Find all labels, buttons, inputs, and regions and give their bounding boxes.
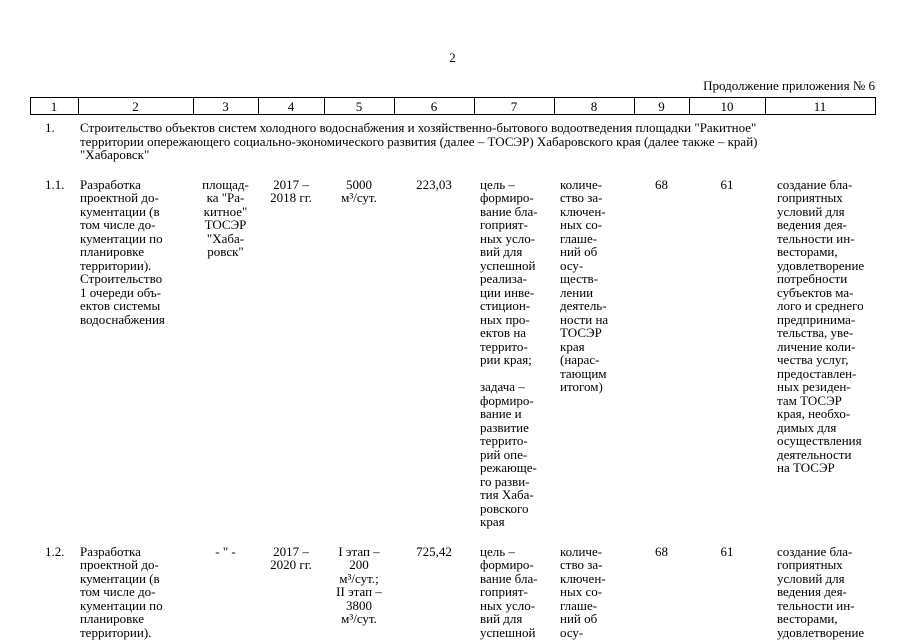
header-col-5: 5 [323,97,395,115]
table-row: 1.2. Разработка проектной до- кументации… [30,529,875,640]
header-col-8: 8 [553,97,635,115]
header-col-9: 9 [633,97,690,115]
value-col10-cell: 61 [720,176,734,192]
capacity-cell: 5000 м³/сут. [341,176,377,205]
header-col-2: 2 [77,97,194,115]
header-col-11: 11 [764,97,876,115]
activity-cell: Разработка проектной до- кументации (в т… [80,176,165,327]
header-col-7: 7 [473,97,555,115]
continuation-note: Продолжение приложения № 6 [703,78,875,93]
row-number: 1.2. [45,543,65,559]
expected-result-cell: создание бла- гоприятных условий для вед… [777,543,865,640]
cost-cell: 223,03 [416,176,452,192]
activity-cell: Разработка проектной до- кументации (в т… [80,543,163,640]
header-col-1: 1 [29,97,79,115]
period-cell: 2017 – 2020 гг. [270,543,312,572]
appendix-table: 1 2 3 4 5 6 7 8 9 10 11 1. Строительство… [29,97,876,640]
section-number: 1. [45,120,55,135]
header-col-4: 4 [257,97,325,115]
cost-cell: 725,42 [416,543,452,559]
indicator-cell: количе- ство за- ключен- ных со- глаше- … [560,543,606,640]
header-col-10: 10 [688,97,766,115]
header-col-3: 3 [192,97,259,115]
goal-task-cell: цель – формиро- вание бла- гоприят- ных … [480,543,538,640]
location-cell: - " - [215,543,236,559]
table-row: 1.1. Разработка проектной до- кументации… [30,162,875,529]
value-col9-cell: 68 [655,176,668,192]
row-number: 1.1. [45,176,65,192]
location-cell: площад- ка "Ра- китное" ТОСЭР "Хаба- ров… [202,176,249,259]
indicator-cell: количе- ство за- ключен- ных со- глаше- … [560,176,609,394]
section-row: 1. Строительство объектов систем холодно… [30,115,875,162]
goal-task-cell: цель – формиро- вание бла- гоприят- ных … [480,176,538,529]
section-title: Строительство объектов систем холодного … [80,120,758,162]
capacity-cell: I этап – 200 м³/сут.; II этап – 3800 м³/… [336,543,382,626]
page-number: 2 [449,50,456,65]
expected-result-cell: создание бла- гоприятных условий для вед… [777,176,865,475]
value-col10-cell: 61 [720,543,734,559]
header-col-6: 6 [393,97,475,115]
value-col9-cell: 68 [655,543,668,559]
table-header-row: 1 2 3 4 5 6 7 8 9 10 11 [29,97,876,115]
period-cell: 2017 – 2018 гг. [270,176,312,205]
